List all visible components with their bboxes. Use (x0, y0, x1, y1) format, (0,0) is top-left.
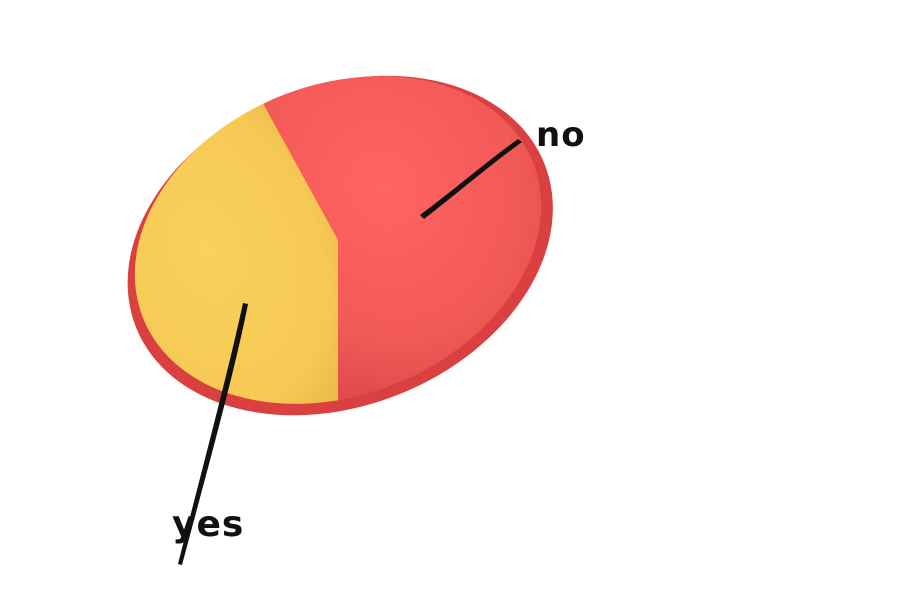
pie-slice-yes (134, 103, 339, 404)
pie (127, 75, 553, 416)
slice-label-no: no (536, 115, 586, 155)
data-labels: no yes (172, 115, 586, 565)
leader-line-yes (178, 303, 248, 565)
slice-label-yes: yes (172, 504, 244, 545)
pie-slice-no (263, 76, 542, 401)
leader-line-no (420, 139, 522, 219)
